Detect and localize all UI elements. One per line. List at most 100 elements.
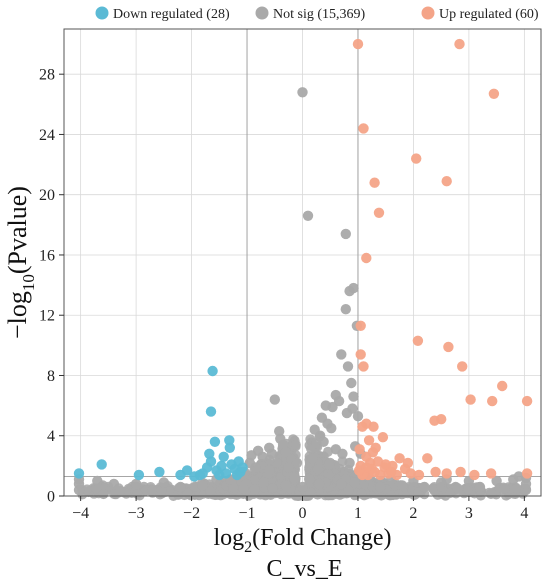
not-sig-point [258, 477, 269, 488]
not-sig-point [312, 463, 324, 475]
up-regulated-point [487, 395, 498, 407]
not-sig-point [264, 465, 275, 476]
not-sig-point [297, 87, 308, 98]
up-regulated-point [488, 88, 500, 100]
not-sig-point [349, 477, 360, 488]
not-sig-point [297, 481, 308, 493]
not-sig-point [266, 448, 278, 459]
not-sig-point [175, 481, 186, 493]
up-regulated-point [521, 468, 533, 479]
not-sig-point [375, 481, 386, 493]
not-sig-point [92, 475, 103, 487]
y-tick-label: 16 [39, 247, 55, 264]
up-regulated-point [443, 341, 454, 353]
not-sig-point [197, 480, 208, 491]
not-sig-point [289, 472, 300, 484]
x-tick-label: 2 [409, 505, 417, 522]
y-axis-label-prefix: −log [3, 291, 32, 339]
y-tick-label: 28 [39, 67, 55, 84]
up-regulated-point [355, 349, 366, 360]
up-regulated-point [521, 395, 533, 407]
legend-marker [95, 6, 109, 20]
up-regulated-point [394, 453, 405, 464]
up-regulated-point [367, 447, 379, 458]
legend-item-not-sig: Not sig (15,369) [255, 6, 366, 22]
down-regulated-point [231, 469, 243, 481]
not-sig-point [343, 485, 354, 496]
not-sig-point [337, 448, 348, 459]
not-sig-point [313, 478, 325, 490]
not-sig-point [305, 487, 316, 498]
up-regulated-point [441, 468, 452, 479]
not-sig-point [158, 477, 169, 488]
grid [64, 29, 541, 497]
not-sig-point [249, 484, 260, 495]
up-regulated-point [354, 444, 365, 455]
down-regulated-point [220, 468, 232, 479]
up-regulated-point [355, 320, 366, 331]
not-sig-point [108, 478, 120, 490]
not-sig-point [427, 483, 438, 494]
legend-label: Not sig (15,369) [273, 7, 366, 22]
not-sig-point [164, 486, 175, 497]
not-sig-point [257, 451, 268, 462]
not-sig-point [283, 462, 294, 473]
up-regulated-point [455, 466, 466, 478]
up-regulated-point [422, 453, 433, 464]
not-sig-point [318, 436, 329, 447]
up-regulated-point [469, 469, 480, 481]
down-regulated-point [181, 465, 193, 476]
not-sig-point [499, 483, 510, 494]
down-regulated-point [194, 469, 206, 481]
up-regulated-point [457, 361, 468, 372]
not-sig-point [513, 471, 524, 482]
up-regulated-point [411, 153, 422, 164]
not-sig-point [130, 478, 142, 490]
down-regulated-point [73, 468, 85, 479]
not-sig-point [147, 485, 158, 496]
x-tick-label: −1 [239, 505, 256, 522]
down-regulated-point [154, 466, 165, 478]
y-tick-label: 24 [39, 127, 55, 144]
down-regulated-point [96, 459, 107, 470]
not-sig-point [486, 488, 497, 499]
not-sig-point [132, 489, 143, 499]
not-sig-point [463, 484, 473, 495]
up-regulated-point [465, 394, 476, 405]
not-sig-point [397, 480, 408, 491]
not-sig-point [419, 481, 430, 493]
down-regulated-points [73, 365, 248, 482]
up-regulated-point [441, 176, 452, 187]
up-regulated-point [361, 252, 372, 264]
not-sig-point [307, 453, 318, 464]
legend-item-up-regulated: Up regulated (60) [421, 6, 539, 22]
up-regulated-point [412, 335, 424, 346]
x-axis-label-subscript: 2 [244, 539, 252, 556]
not-sig-point [344, 457, 355, 469]
down-regulated-point [216, 460, 227, 472]
up-regulated-point [373, 207, 385, 218]
up-regulated-point [413, 469, 425, 481]
x-tick-label: −2 [183, 505, 200, 522]
y-tick-label: 0 [47, 489, 55, 506]
x-axis-label: log2(Fold Change) [214, 525, 392, 556]
not-sig-point [336, 349, 347, 360]
down-regulated-point [237, 462, 248, 473]
not-sig-point [320, 400, 331, 411]
not-sig-point [333, 395, 345, 407]
legend-marker [421, 6, 435, 20]
up-regulated-point [380, 459, 391, 470]
not-sig-point [348, 391, 359, 402]
not-sig-point [190, 481, 200, 492]
up-regulated-point [368, 421, 379, 432]
legend-label: Down regulated (28) [113, 7, 230, 22]
not-sig-point [274, 426, 285, 437]
not-sig-point [280, 447, 292, 458]
up-regulated-points [352, 38, 533, 481]
not-sig-point [238, 483, 249, 494]
down-regulated-point [224, 442, 235, 453]
up-regulated-point [386, 466, 397, 478]
